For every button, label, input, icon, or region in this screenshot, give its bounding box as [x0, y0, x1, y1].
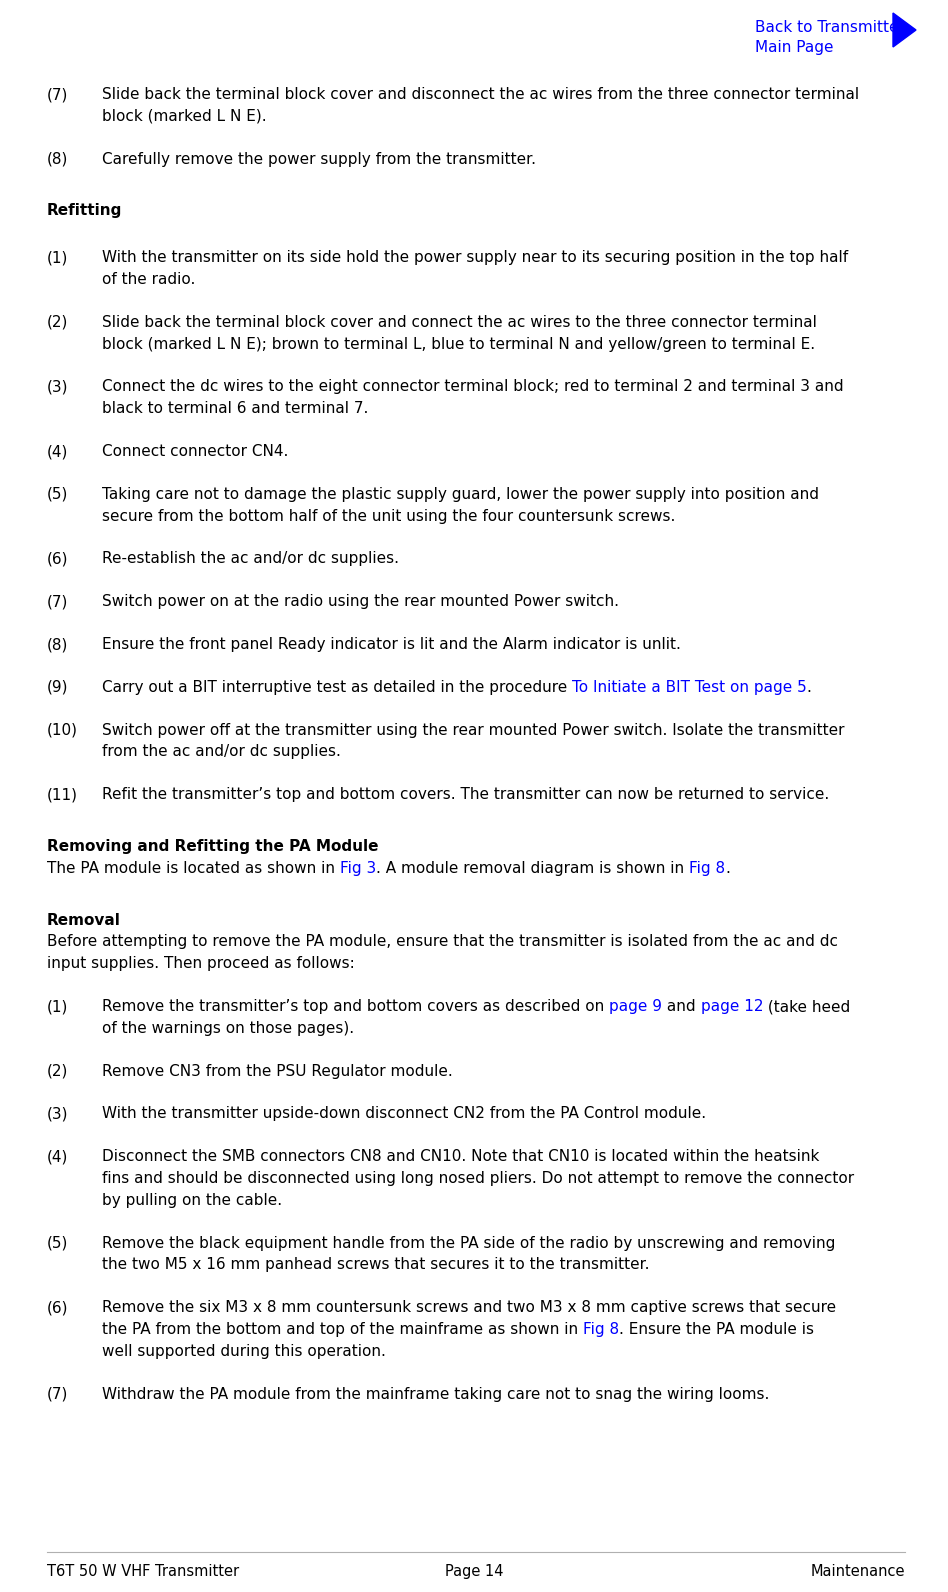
Text: (11): (11)	[47, 786, 78, 802]
Text: block (marked L N E).: block (marked L N E).	[102, 108, 266, 124]
Text: Ensure the front panel Ready indicator is lit and the Alarm indicator is unlit.: Ensure the front panel Ready indicator i…	[102, 637, 681, 653]
Text: and: and	[662, 1000, 701, 1014]
Text: With the transmitter on its side hold the power supply near to its securing posi: With the transmitter on its side hold th…	[102, 250, 848, 266]
Text: (1): (1)	[47, 1000, 68, 1014]
Text: page 12: page 12	[701, 1000, 763, 1014]
Text: Carefully remove the power supply from the transmitter.: Carefully remove the power supply from t…	[102, 151, 536, 167]
Text: (4): (4)	[47, 1149, 68, 1164]
Text: T6T 50 W VHF Transmitter: T6T 50 W VHF Transmitter	[47, 1563, 239, 1579]
Text: Fig 8: Fig 8	[689, 861, 725, 876]
Text: (6): (6)	[47, 1301, 68, 1315]
Polygon shape	[893, 13, 916, 48]
Text: the PA from the bottom and top of the mainframe as shown in: the PA from the bottom and top of the ma…	[102, 1321, 583, 1337]
Text: Disconnect the SMB connectors CN8 and CN10. Note that CN10 is located within the: Disconnect the SMB connectors CN8 and CN…	[102, 1149, 819, 1164]
Text: block (marked L N E); brown to terminal L, blue to terminal N and yellow/green t: block (marked L N E); brown to terminal …	[102, 336, 815, 352]
Text: Remove CN3 from the PSU Regulator module.: Remove CN3 from the PSU Regulator module…	[102, 1063, 453, 1079]
Text: Re-establish the ac and/or dc supplies.: Re-establish the ac and/or dc supplies.	[102, 551, 399, 567]
Text: input supplies. Then proceed as follows:: input supplies. Then proceed as follows:	[47, 957, 355, 971]
Text: (2): (2)	[47, 1063, 68, 1079]
Text: Removing and Refitting the PA Module: Removing and Refitting the PA Module	[47, 839, 378, 853]
Text: (7): (7)	[47, 594, 68, 610]
Text: (8): (8)	[47, 151, 68, 167]
Text: from the ac and/or dc supplies.: from the ac and/or dc supplies.	[102, 745, 341, 759]
Text: Maintenance: Maintenance	[811, 1563, 905, 1579]
Text: Page 14: Page 14	[445, 1563, 503, 1579]
Text: To Initiate a BIT Test on page 5: To Initiate a BIT Test on page 5	[573, 680, 807, 694]
Text: (3): (3)	[47, 1106, 68, 1121]
Text: of the warnings on those pages).: of the warnings on those pages).	[102, 1020, 355, 1036]
Text: (3): (3)	[47, 379, 68, 395]
Text: Switch power off at the transmitter using the rear mounted Power switch. Isolate: Switch power off at the transmitter usin…	[102, 723, 845, 737]
Text: . A module removal diagram is shown in: . A module removal diagram is shown in	[376, 861, 689, 876]
Text: secure from the bottom half of the unit using the four countersunk screws.: secure from the bottom half of the unit …	[102, 508, 675, 524]
Text: With the transmitter upside-down disconnect CN2 from the PA Control module.: With the transmitter upside-down disconn…	[102, 1106, 706, 1121]
Text: Fig 3: Fig 3	[340, 861, 376, 876]
Text: (4): (4)	[47, 444, 68, 458]
Text: (10): (10)	[47, 723, 78, 737]
Text: Connect the dc wires to the eight connector terminal block; red to terminal 2 an: Connect the dc wires to the eight connec…	[102, 379, 844, 395]
Text: .: .	[725, 861, 730, 876]
Text: Fig 8: Fig 8	[583, 1321, 619, 1337]
Text: (5): (5)	[47, 487, 68, 501]
Text: Removal: Removal	[47, 912, 121, 928]
Text: Main Page: Main Page	[755, 40, 833, 56]
Text: Taking care not to damage the plastic supply guard, lower the power supply into : Taking care not to damage the plastic su…	[102, 487, 819, 501]
Text: well supported during this operation.: well supported during this operation.	[102, 1344, 386, 1360]
Text: fins and should be disconnected using long nosed pliers. Do not attempt to remov: fins and should be disconnected using lo…	[102, 1172, 854, 1186]
Text: black to terminal 6 and terminal 7.: black to terminal 6 and terminal 7.	[102, 401, 369, 416]
Text: page 9: page 9	[610, 1000, 662, 1014]
Text: Before attempting to remove the PA module, ensure that the transmitter is isolat: Before attempting to remove the PA modul…	[47, 935, 838, 949]
Text: (8): (8)	[47, 637, 68, 653]
Text: Switch power on at the radio using the rear mounted Power switch.: Switch power on at the radio using the r…	[102, 594, 619, 610]
Text: Withdraw the PA module from the mainframe taking care not to snag the wiring loo: Withdraw the PA module from the mainfram…	[102, 1387, 770, 1401]
Text: . Ensure the PA module is: . Ensure the PA module is	[619, 1321, 814, 1337]
Text: (7): (7)	[47, 1387, 68, 1401]
Text: .: .	[807, 680, 811, 694]
Text: Slide back the terminal block cover and disconnect the ac wires from the three c: Slide back the terminal block cover and …	[102, 88, 859, 102]
Text: Carry out a BIT interruptive test as detailed in the procedure: Carry out a BIT interruptive test as det…	[102, 680, 573, 694]
Text: of the radio.: of the radio.	[102, 272, 195, 287]
Text: Remove the black equipment handle from the PA side of the radio by unscrewing an: Remove the black equipment handle from t…	[102, 1235, 835, 1251]
Text: (6): (6)	[47, 551, 68, 567]
Text: (2): (2)	[47, 315, 68, 330]
Text: (7): (7)	[47, 88, 68, 102]
Text: Remove the transmitter’s top and bottom covers as described on: Remove the transmitter’s top and bottom …	[102, 1000, 610, 1014]
Text: by pulling on the cable.: by pulling on the cable.	[102, 1192, 283, 1208]
Text: the two M5 x 16 mm panhead screws that secures it to the transmitter.: the two M5 x 16 mm panhead screws that s…	[102, 1258, 649, 1272]
Text: (9): (9)	[47, 680, 68, 694]
Text: Slide back the terminal block cover and connect the ac wires to the three connec: Slide back the terminal block cover and …	[102, 315, 817, 330]
Text: Refitting: Refitting	[47, 204, 122, 218]
Text: Back to Transmitter: Back to Transmitter	[755, 21, 905, 35]
Text: Connect connector CN4.: Connect connector CN4.	[102, 444, 288, 458]
Text: The PA module is located as shown in: The PA module is located as shown in	[47, 861, 340, 876]
Text: (1): (1)	[47, 250, 68, 266]
Text: (5): (5)	[47, 1235, 68, 1251]
Text: Remove the six M3 x 8 mm countersunk screws and two M3 x 8 mm captive screws tha: Remove the six M3 x 8 mm countersunk scr…	[102, 1301, 836, 1315]
Text: Refit the transmitter’s top and bottom covers. The transmitter can now be return: Refit the transmitter’s top and bottom c…	[102, 786, 830, 802]
Text: (take heed: (take heed	[763, 1000, 850, 1014]
